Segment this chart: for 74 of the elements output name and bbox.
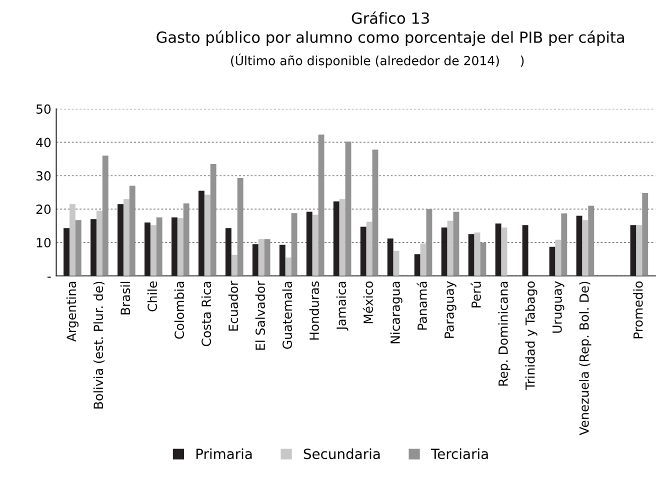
x-tick-label: Nicaragua (390, 282, 402, 344)
bar (279, 244, 286, 276)
bar (312, 214, 318, 276)
x-tick-label: Uruguay (552, 281, 564, 333)
y-tick-label: 30 (36, 171, 51, 181)
bar (522, 225, 528, 276)
bar (225, 228, 232, 276)
bar (339, 199, 346, 276)
bar (582, 220, 588, 276)
bar (258, 239, 264, 276)
bar (441, 227, 448, 276)
x-tick-label: Perú (470, 282, 481, 308)
bar (150, 225, 156, 276)
bar (555, 240, 562, 276)
x-tick-label: Venezuela (Rep. Bol. De) (579, 282, 592, 436)
bar (549, 246, 556, 276)
chart-subtitle: (Último año disponible (alrededor de 2014) ) (231, 54, 524, 68)
bar (333, 201, 340, 276)
x-tick-label: Jamaica (336, 282, 348, 331)
x-tick-label: Brasil (120, 282, 130, 314)
x-tick-label: Promedio (633, 281, 643, 338)
bar (636, 225, 642, 276)
bar (306, 212, 312, 276)
x-tick-label: Chile (147, 281, 158, 312)
bar (414, 254, 420, 276)
x-tick-label: Costa Rica (201, 282, 212, 346)
y-tick-label: 40 (36, 138, 51, 148)
x-tick-label: El Salvador (255, 280, 265, 350)
legend-label: Primaria (196, 448, 252, 460)
chart-title: Gráfico 13 Gasto público por alumno como porcentaje del PIB per cápita (156, 11, 624, 46)
bar (231, 254, 238, 276)
x-tick-label: Panamá (416, 282, 427, 330)
y-tick-label: 10 (36, 238, 51, 248)
bar (144, 222, 150, 276)
x-tick-label: Colombia (174, 282, 184, 339)
legend-label: Terciaria (430, 448, 488, 460)
x-tick-label: Argentina (66, 282, 79, 342)
x-tick-label: Guatemala (282, 282, 292, 349)
bar (118, 204, 124, 276)
y-tick-label: 50 (36, 104, 51, 114)
bar (501, 227, 508, 276)
y-tick-label: 20 (36, 204, 51, 214)
y-tick-label: - (48, 276, 51, 278)
bar (360, 226, 366, 276)
x-tick-label: Ecuador (228, 280, 238, 331)
x-tick-label: México (362, 281, 373, 324)
bar (177, 218, 184, 276)
bar (630, 225, 636, 276)
x-tick-label: Bolivia (est. Plur. de) (93, 282, 105, 408)
bar (285, 258, 292, 276)
bar (387, 238, 394, 276)
bar (198, 190, 204, 276)
bar (495, 223, 502, 276)
bar (64, 228, 70, 276)
x-tick-label: Trinidad y Tabago (525, 281, 538, 390)
bar (252, 244, 258, 276)
bar (172, 217, 178, 276)
x-tick-label: Honduras (309, 281, 319, 340)
bar (75, 220, 82, 276)
bar (204, 194, 210, 276)
legend-label: Secundaria (304, 448, 380, 460)
bar (468, 234, 474, 276)
x-tick-label: Paraguay (444, 281, 456, 338)
bar (393, 250, 400, 276)
bar (366, 222, 372, 276)
x-tick-label: Rep. Dominicana (498, 282, 510, 386)
bar (69, 204, 76, 276)
bar (96, 210, 102, 276)
bar (474, 232, 480, 276)
bar (90, 219, 96, 276)
bar (447, 220, 454, 276)
bar (123, 199, 130, 276)
bar (420, 243, 426, 276)
bar (576, 216, 582, 276)
